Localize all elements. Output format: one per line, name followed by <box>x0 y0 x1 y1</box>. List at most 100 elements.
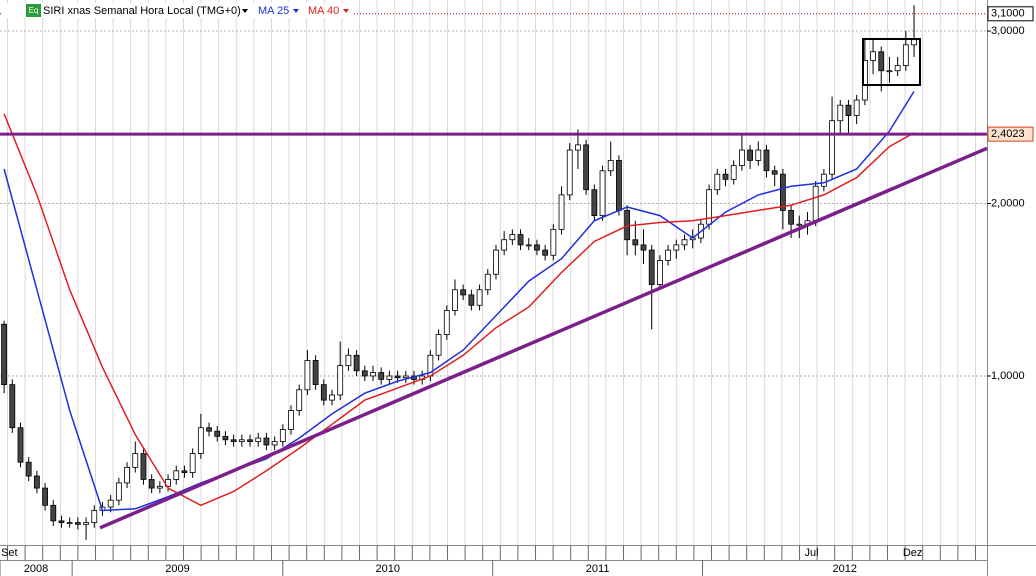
candle-body <box>33 475 40 489</box>
candle-body <box>501 239 508 251</box>
candle-body <box>878 51 885 72</box>
candle-body <box>230 439 237 442</box>
candle-body <box>484 273 491 291</box>
candle-body <box>140 453 147 480</box>
price-label-box <box>987 126 1034 142</box>
candle-body <box>468 294 475 306</box>
candle-body <box>443 310 450 335</box>
candle-body <box>238 439 245 442</box>
candle-body <box>665 249 672 261</box>
candle-body <box>681 239 688 246</box>
line-layer <box>0 13 988 530</box>
candle-body <box>296 389 303 411</box>
candle-body <box>583 144 590 191</box>
candle-body <box>189 453 196 473</box>
candle-body <box>542 249 549 256</box>
price-label: 2,4023 <box>991 128 1025 140</box>
candle-body <box>657 260 663 285</box>
candle-body <box>779 173 786 211</box>
candle-body <box>894 65 901 72</box>
highlight-box <box>862 38 921 86</box>
badge-box <box>26 4 41 17</box>
y-tick-label: 1,0000 <box>991 370 1025 382</box>
candle-body <box>255 437 262 442</box>
candle-body <box>460 289 467 296</box>
dropdown-arrow[interactable] <box>293 9 299 13</box>
candle-body <box>214 430 221 437</box>
candle-body <box>402 375 409 379</box>
candle-body <box>148 479 155 489</box>
candle-body <box>66 522 73 524</box>
moving-average-line <box>3 113 915 507</box>
candle-body <box>156 485 163 489</box>
candle-body <box>17 427 24 463</box>
year-label: 2008 <box>24 563 48 575</box>
year-label: 2009 <box>165 563 189 575</box>
month-ticks <box>0 545 987 560</box>
candle-body <box>247 439 253 442</box>
candle-body <box>763 149 770 172</box>
candle-body <box>599 170 606 216</box>
candle-body <box>771 170 778 175</box>
candle-body <box>566 149 573 196</box>
candle-body <box>181 470 188 473</box>
legend-label: MA 40 <box>308 5 339 17</box>
candle-body <box>345 354 352 367</box>
legend-label: MA 25 <box>258 5 289 17</box>
y-tick-label: 2,0000 <box>991 197 1025 209</box>
candle-body <box>722 173 729 180</box>
candle-body <box>845 104 852 116</box>
header-background <box>2 3 354 18</box>
candle-body <box>575 144 581 151</box>
trend-line <box>99 146 988 530</box>
x-tick-label: Set <box>1 547 18 559</box>
candle-body <box>435 334 442 356</box>
x-tick-label: Dez <box>903 547 923 559</box>
dropdown-arrow[interactable] <box>242 9 248 13</box>
dropdown-arrow[interactable] <box>343 9 349 13</box>
candle-body <box>812 185 819 222</box>
candle-body <box>9 384 16 429</box>
candle-body <box>886 70 893 73</box>
candle-body <box>837 104 844 122</box>
candle-body <box>304 360 311 391</box>
candle-body <box>329 394 335 401</box>
candle-body <box>271 441 278 446</box>
candle-body <box>386 375 393 380</box>
year-label: 2012 <box>833 563 857 575</box>
candle-body <box>632 239 639 246</box>
candle-body <box>279 429 286 442</box>
candle-body <box>25 461 32 477</box>
candle-body <box>673 244 680 251</box>
candle-body <box>132 453 139 468</box>
candle-body <box>74 522 81 525</box>
candle-body <box>50 504 57 522</box>
candle-body <box>197 427 204 454</box>
year-label: 2010 <box>376 563 400 575</box>
candle-body <box>853 99 860 116</box>
candle-body <box>337 365 344 396</box>
candle-body <box>107 499 114 508</box>
candle-body <box>558 194 565 230</box>
candle-body <box>206 427 212 432</box>
axis-layer: 1,0000 2,0000 3,0000 3,1000 2,4023 Set Jul Dez 2… <box>0 6 1034 576</box>
candle-body <box>525 244 532 247</box>
candle-body <box>263 437 270 446</box>
candle-body <box>353 354 360 372</box>
candle-body <box>58 520 65 523</box>
candle-body <box>361 370 368 377</box>
candle-body <box>42 487 48 506</box>
badge: Eq <box>29 6 39 15</box>
price-label-box <box>987 6 1034 22</box>
chart-title: SIRI xnas Semanal Hora Local (TMG+0) <box>43 5 241 17</box>
grid-layer <box>0 30 987 377</box>
candle-body <box>91 510 98 523</box>
candle-body <box>870 51 876 61</box>
candle-body <box>591 189 598 216</box>
candle-body <box>394 375 401 379</box>
y-tick-label: 3,0000 <box>991 25 1025 37</box>
candle-body <box>115 482 122 501</box>
moving-average-line <box>3 91 915 512</box>
candle-body <box>476 289 483 306</box>
